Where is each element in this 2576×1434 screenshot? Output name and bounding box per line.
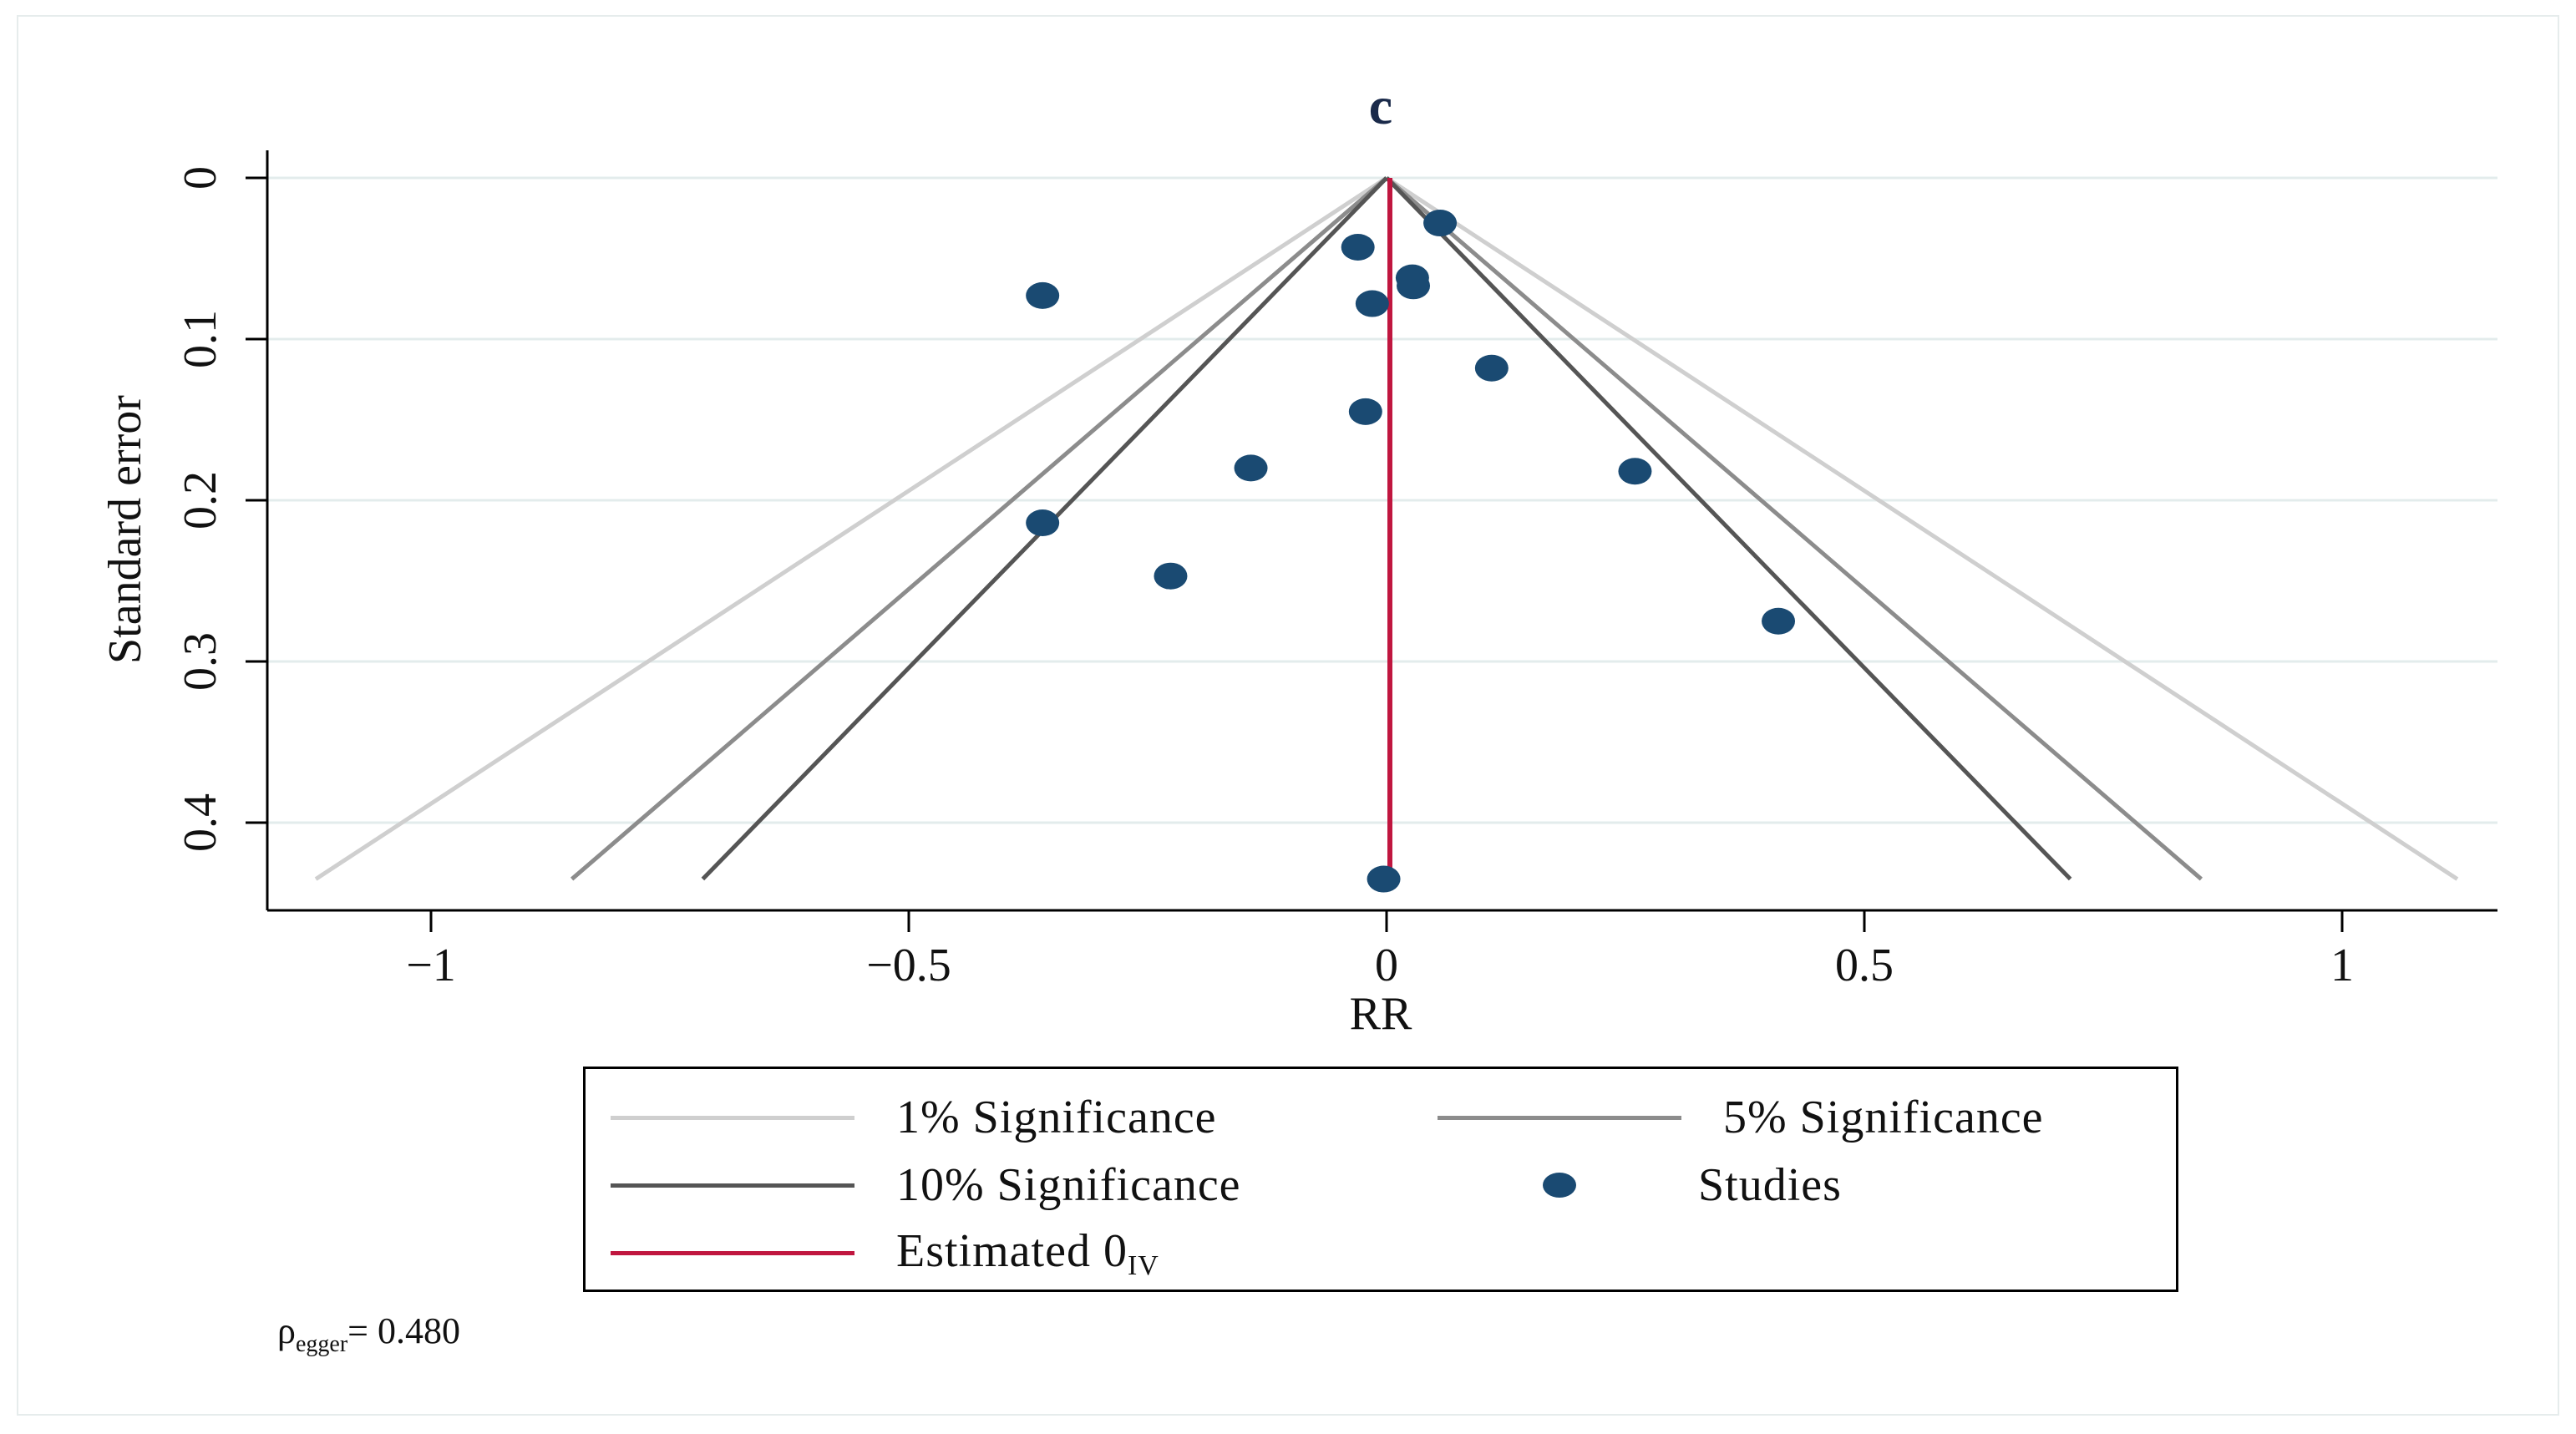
funnel-line-1-right [1385, 176, 2203, 881]
legend-label-5pct: 5% Significance [1723, 1092, 2044, 1143]
legend-swatch-1pct [611, 1115, 854, 1120]
funnel-line-0-left [314, 175, 1388, 881]
study-point-10 [1026, 509, 1060, 537]
legend-label-10pct: 10% Significance [896, 1159, 1241, 1211]
figure-frame [17, 15, 2559, 1416]
study-point-1 [1341, 233, 1375, 261]
legend-item-10pct: 10% Significance [611, 1159, 1241, 1211]
egger-footnote: ρegger= 0.480 [277, 1310, 460, 1358]
legend-swatch-10pct [611, 1183, 854, 1188]
study-point-13 [1367, 865, 1401, 893]
legend-label-estimate-sub: IV [1127, 1249, 1159, 1281]
legend-label-studies: Studies [1698, 1159, 1842, 1211]
legend-item-1pct: 1% Significance [611, 1092, 1217, 1143]
x-tick-label-0: −1 [406, 940, 456, 991]
legend-item-5pct: 5% Significance [1438, 1092, 2044, 1143]
x-tick-label-4: 1 [2330, 940, 2354, 991]
legend-item-studies: Studies [1438, 1159, 1842, 1211]
y-tick-label-3: 0.3 [175, 632, 226, 691]
study-point-8 [1234, 454, 1268, 482]
egger-subscript: egger [295, 1331, 348, 1357]
x-tick-label-2: 0 [1375, 940, 1398, 991]
y-tick-label-0: 0 [175, 166, 226, 190]
legend-swatch-estimate [611, 1250, 854, 1255]
legend-label-1pct: 1% Significance [896, 1092, 1217, 1143]
legend-swatch-5pct [1438, 1115, 1681, 1120]
chart-title: c [1369, 76, 1392, 135]
y-tick-label-1: 0.1 [175, 310, 226, 368]
study-points [1026, 210, 1796, 893]
study-point-9 [1618, 458, 1652, 485]
study-point-12 [1762, 607, 1796, 635]
y-axis-label: Standard error [99, 395, 151, 664]
study-point-7 [1348, 398, 1382, 425]
study-point-6 [1474, 354, 1509, 382]
study-point-3 [1397, 272, 1431, 300]
y-tick-label-2: 0.2 [175, 471, 226, 530]
gridlines [267, 176, 2497, 824]
funnel-line-2-right [1385, 176, 2072, 881]
x-tick-label-3: 0.5 [1835, 940, 1894, 991]
legend-item-estimate: Estimated 0IV [611, 1225, 1159, 1281]
legend-swatch-studies [1543, 1173, 1576, 1198]
x-axis-label: RR [1350, 988, 1412, 1040]
legend-label-estimate-main: Estimated 0 [896, 1224, 1128, 1277]
study-point-4 [1026, 281, 1060, 309]
study-point-11 [1154, 562, 1188, 590]
funnel-lines [314, 175, 2459, 881]
y-tick-label-4: 0.4 [175, 793, 226, 852]
legend-label-estimate: Estimated 0IV [896, 1224, 1159, 1282]
legend: 1% Significance 5% Significance 10% Sign… [583, 1067, 2178, 1292]
egger-value: = 0.480 [347, 1310, 460, 1351]
egger-symbol: ρ [277, 1310, 296, 1351]
axes: −1 −0.5 0 0.5 1 0 0.1 0.2 0.3 0.4 [175, 150, 2497, 991]
study-point-0 [1423, 210, 1458, 237]
x-tick-label-1: −0.5 [866, 940, 951, 991]
study-point-5 [1355, 290, 1389, 317]
funnel-line-1-left [570, 176, 1388, 881]
funnel-line-0-right [1385, 175, 2459, 881]
